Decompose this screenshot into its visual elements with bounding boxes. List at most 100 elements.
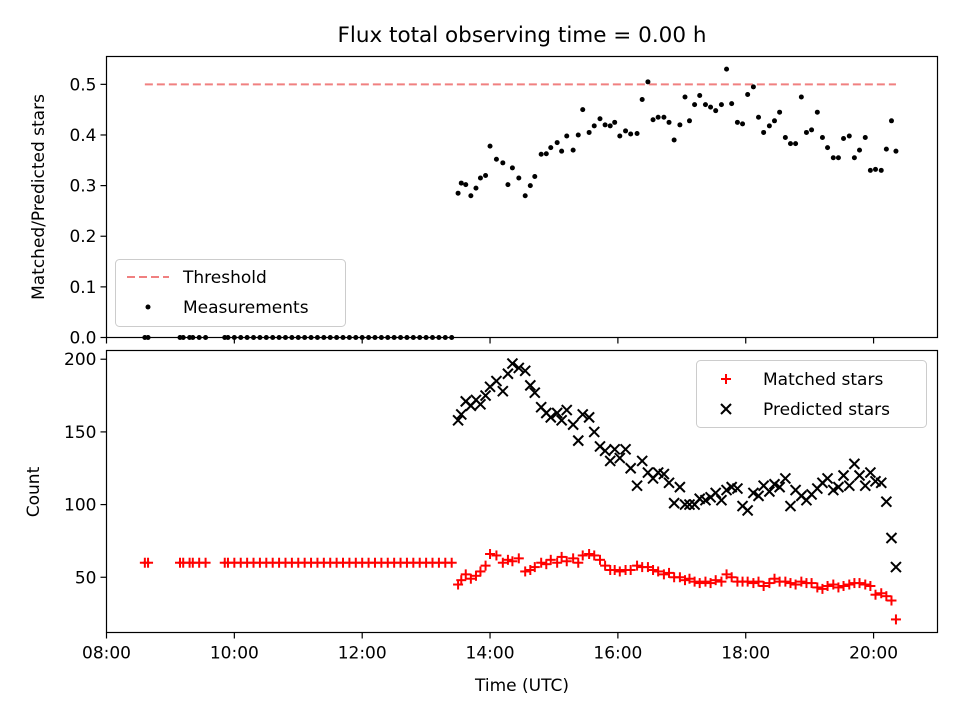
predicted-point [832, 481, 845, 493]
predicted-point [588, 426, 600, 438]
matched-point [653, 566, 664, 577]
x-tick-label: 20:00 [849, 644, 898, 664]
measurement-point [505, 182, 511, 188]
matched-point [577, 550, 588, 561]
predicted-point [679, 498, 691, 511]
matched-point [700, 576, 711, 587]
measurement-point [612, 119, 618, 125]
measurement-point [554, 140, 560, 146]
matched-point [552, 557, 563, 568]
matched-point [536, 557, 547, 568]
measurement-point [702, 102, 708, 108]
matched-point [812, 582, 823, 593]
matched-point [614, 566, 625, 577]
predicted-point [545, 411, 557, 424]
predicted-point [608, 443, 621, 456]
measurement-point [500, 160, 506, 166]
matched-point [886, 595, 897, 606]
bottom-panel: 08:00 10:00 12:00 14:00 16:00 18:00 20:00 50 100… [24, 349, 939, 696]
matched-point [680, 575, 691, 586]
matched-point [742, 576, 753, 587]
measurement-point [477, 175, 483, 181]
matched-point [753, 576, 764, 587]
matched-point [769, 573, 780, 584]
y-tick-label: 0.5 [69, 75, 96, 95]
x-tick-label: 12:00 [338, 644, 387, 664]
measurement-point [543, 151, 549, 157]
matched-point [822, 580, 833, 591]
measurement-point [483, 172, 489, 178]
measurement-point [538, 151, 544, 157]
matched-point [833, 582, 844, 593]
measurement-point [830, 155, 836, 161]
bottom-panel-legend: Matched stars Predicted stars [696, 360, 927, 428]
predicted-point [741, 504, 754, 517]
predicted-point [555, 414, 568, 426]
predicted-point [875, 477, 887, 489]
matched-point [143, 557, 154, 568]
measurement-point [564, 133, 570, 139]
matched-point [758, 580, 769, 591]
bottom-panel-xlabel: Time (UTC) [474, 676, 569, 696]
predicted-point [479, 389, 492, 402]
predicted-point [513, 362, 525, 374]
matched-point [674, 572, 685, 583]
top-panel: 0.0 0.1 0.2 0.3 0.4 0.5 Matched/Predicted sta… [29, 55, 939, 349]
predicted-point [843, 479, 855, 492]
top-panel-ylabel: Matched/Predicted stars [29, 94, 49, 300]
measurements-legend-label: Measurements [183, 298, 309, 318]
matched-legend-swatch [721, 374, 731, 384]
predicted-legend-swatch [720, 403, 732, 415]
measurement-point [570, 147, 576, 153]
measurement-point [655, 114, 661, 120]
measurement-point [458, 180, 464, 186]
measurement-point [628, 131, 634, 137]
top-panel-ticks: 0.0 0.1 0.2 0.3 0.4 0.5 [69, 75, 875, 349]
measurement-point [522, 193, 528, 199]
matched-point [589, 550, 600, 561]
measurement-point [851, 155, 857, 161]
measurement-point [602, 122, 608, 128]
measurement-point [623, 128, 629, 134]
measurement-point [580, 107, 586, 113]
predicted-point [709, 487, 722, 499]
predicted-point [636, 455, 648, 467]
predicted-point [519, 365, 531, 377]
matched-point [456, 575, 467, 586]
matched-point [648, 564, 659, 575]
matched-point [446, 557, 457, 568]
measurement-point [487, 143, 493, 149]
measurement-point [634, 130, 640, 136]
matched-point [664, 567, 675, 578]
y-tick-label: 0.1 [69, 278, 96, 298]
y-tick-label: 150 [64, 423, 96, 443]
matched-point [475, 566, 486, 577]
predicted-point [497, 385, 509, 397]
measurement-point [729, 101, 735, 107]
measurement-point [782, 135, 788, 141]
matched-point [460, 569, 471, 580]
matched-point [838, 580, 849, 591]
predicted-point [529, 386, 541, 399]
predicted-point [864, 466, 877, 479]
predicted-point [848, 458, 861, 470]
matched-point [625, 564, 636, 575]
y-tick-label: 50 [75, 568, 97, 588]
measurement-point [493, 156, 499, 162]
measurement-point [575, 132, 581, 138]
measurement-point [559, 148, 565, 154]
predicted-point [731, 482, 744, 495]
measurement-point [509, 165, 515, 171]
matched-point [545, 554, 556, 565]
predicted-point [506, 357, 519, 370]
measurement-point [798, 94, 804, 100]
measurement-point [677, 122, 683, 128]
matched-point [721, 569, 732, 580]
measurement-point [682, 94, 688, 100]
measurement-point [878, 167, 884, 173]
predicted-point [583, 411, 595, 424]
measurement-point [468, 193, 474, 199]
matched-point [694, 578, 705, 589]
measurement-point [771, 118, 777, 124]
predicted-point [490, 375, 503, 387]
